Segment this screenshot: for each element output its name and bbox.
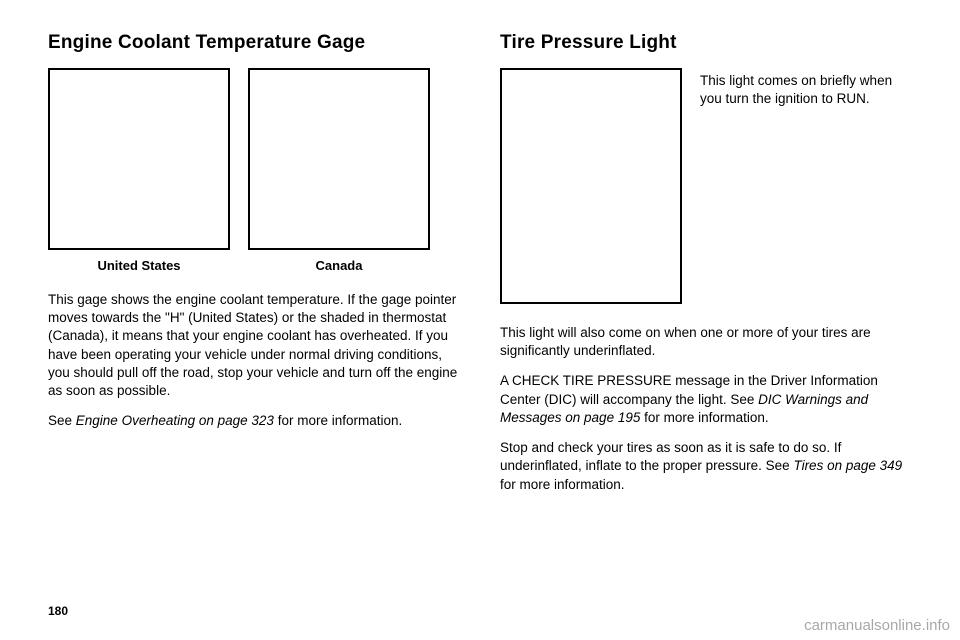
left-column: Engine Coolant Temperature Gage United S…: [48, 32, 460, 506]
heading-tire-pressure: Tire Pressure Light: [500, 32, 912, 54]
watermark: carmanualsonline.info: [804, 617, 950, 634]
tire-light-image: [500, 68, 682, 304]
gage-image-canada: [248, 68, 430, 250]
gage-images-row: [48, 68, 460, 250]
page-number: 180: [48, 604, 68, 618]
tire-paragraph-2: A CHECK TIRE PRESSURE message in the Dri…: [500, 372, 912, 427]
text-see: See: [48, 413, 76, 428]
tire-paragraph-3: Stop and check your tires as soon as it …: [500, 439, 912, 494]
caption-us: United States: [48, 258, 230, 273]
gage-captions: United States Canada: [48, 258, 460, 273]
content-columns: Engine Coolant Temperature Gage United S…: [48, 32, 912, 506]
text-more-info: for more information.: [274, 413, 402, 428]
right-column: Tire Pressure Light This light comes on …: [500, 32, 912, 506]
xref-engine-overheating: Engine Overheating on page 323: [76, 413, 274, 428]
text-more-info-2: for more information.: [640, 410, 768, 425]
gage-image-us: [48, 68, 230, 250]
engine-coolant-paragraph-2: See Engine Overheating on page 323 for m…: [48, 412, 460, 430]
engine-coolant-paragraph-1: This gage shows the engine coolant tempe…: [48, 291, 460, 400]
tire-paragraph-1: This light will also come on when one or…: [500, 324, 912, 360]
caption-canada: Canada: [248, 258, 430, 273]
xref-tires: Tires on page 349: [793, 458, 902, 473]
tire-side-text: This light comes on briefly when you tur…: [700, 68, 912, 108]
tire-row: This light comes on briefly when you tur…: [500, 68, 912, 304]
heading-engine-coolant: Engine Coolant Temperature Gage: [48, 32, 460, 54]
text-stop-check: Stop and check your tires as soon as it …: [500, 440, 841, 473]
text-more-info-3: for more information.: [500, 477, 625, 492]
